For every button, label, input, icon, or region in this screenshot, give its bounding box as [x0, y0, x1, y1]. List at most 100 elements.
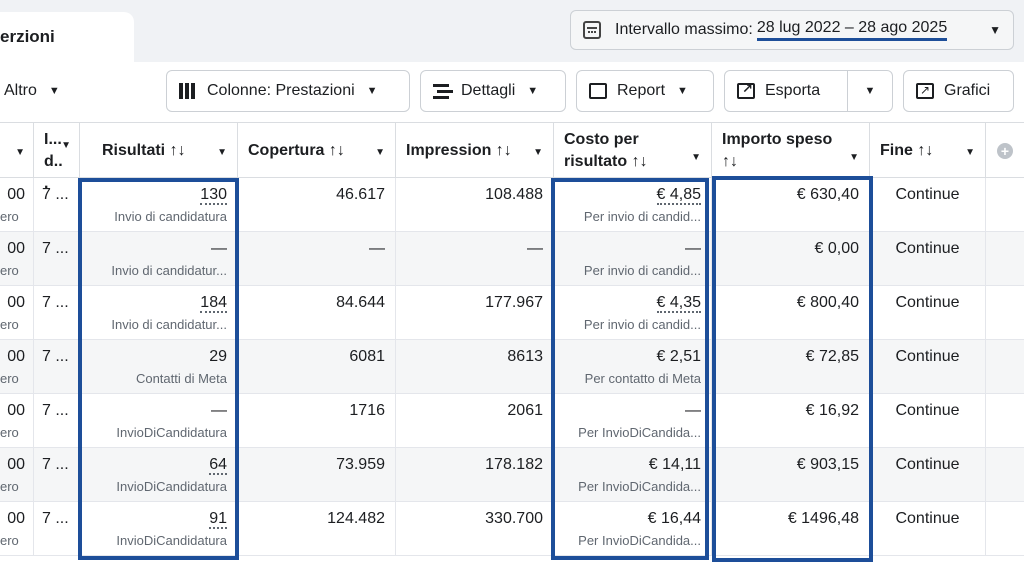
chevron-down-icon: ▼ — [677, 85, 688, 97]
cell-importo-value: € 72,85 — [805, 348, 859, 365]
cell-impression: 178.182 — [396, 448, 554, 502]
cell-c1-value: 7 ... — [42, 240, 69, 257]
cell-importo: € 800,40 — [712, 286, 870, 340]
cell-risultati-value[interactable]: 184 — [200, 294, 227, 313]
cell-impression: 177.967 — [396, 286, 554, 340]
cell-c0: 00 ero — [0, 340, 34, 394]
breakdown-label: Dettagli — [461, 82, 516, 99]
col-header-impression[interactable]: Impression ↑↓ ▼ — [396, 123, 554, 179]
cell-importo-value: € 903,15 — [796, 456, 859, 473]
col-header-importo-label: Importo speso ↑↓ — [722, 131, 833, 170]
cell-risultati-value: — — [211, 240, 227, 257]
cell-costo-value: € 16,44 — [647, 510, 701, 527]
col-header-copertura[interactable]: Copertura ↑↓ ▼ — [238, 123, 396, 179]
cell-risultati-value: — — [211, 402, 227, 419]
chevron-down-icon: ▼ — [533, 147, 543, 158]
col-header-risultati[interactable]: Risultati ↑↓ ▼ — [80, 123, 238, 179]
cell-impression-value: 177.967 — [485, 294, 543, 311]
chevron-down-icon: ▼ — [15, 147, 25, 158]
cell-c0-subtitle: ero — [0, 533, 19, 548]
cell-importo-value: € 0,00 — [814, 240, 859, 257]
cell-c1-value: 7 ... — [42, 456, 69, 473]
chevron-down-icon: ▼ — [989, 23, 1001, 37]
chevron-down-icon: ▼ — [864, 85, 876, 97]
export-label: Esporta — [765, 82, 821, 99]
cell-risultati-value: 29 — [209, 348, 227, 365]
breakdown-icon — [433, 83, 451, 99]
cell-c1: 7 ... — [34, 340, 80, 394]
col-header-fine[interactable]: Fine ↑↓ ▼ — [870, 123, 986, 179]
cell-c0-value: 00 — [7, 186, 25, 203]
cell-c0-subtitle: ero — [0, 209, 19, 224]
cell-fine: Continue — [870, 286, 986, 340]
col-header-impression-label: Impression ↑↓ — [406, 142, 512, 159]
altro-dropdown[interactable]: Altro ▼ — [4, 82, 60, 100]
cell-risultati-value[interactable]: 130 — [200, 186, 227, 205]
cell-c1: 7 ... — [34, 232, 80, 286]
cell-c0-subtitle: ero — [0, 479, 19, 494]
cell-c0: 00 ero — [0, 448, 34, 502]
cell-costo-value[interactable]: € 4,35 — [656, 294, 701, 313]
cell-impression-value: 108.488 — [485, 186, 543, 203]
date-range-picker[interactable]: Intervallo massimo: 28 lug 2022 – 28 ago… — [570, 10, 1014, 50]
cell-risultati-subtitle: Invio di candidatur... — [111, 263, 227, 278]
cell-copertura-value: 1716 — [349, 402, 385, 419]
table-row[interactable]: 00 ero 7 ... 184 Invio di candidatur... 84.64… — [0, 286, 1024, 340]
table-row[interactable]: 00 ero 7 ... — InvioDiCandidatura 1716 2061 — Pe… — [0, 394, 1024, 448]
toolbar: Altro ▼ Colonne: Prestazioni ▼ Dettagli … — [0, 62, 1024, 122]
col-header-1[interactable]: I... d... ▼ — [34, 123, 80, 192]
columns-button[interactable]: Colonne: Prestazioni ▼ — [166, 70, 410, 112]
table-row[interactable]: 00 ero 7 ... 29 Contatti di Meta 6081 8613 € 2,… — [0, 340, 1024, 394]
col-header-0[interactable]: ▼ — [0, 123, 34, 179]
cell-costo-subtitle: Per InvioDiCandida... — [578, 533, 701, 548]
cell-c0-subtitle: ero — [0, 425, 19, 440]
cell-c0-value: 00 — [7, 294, 25, 311]
charts-button[interactable]: Grafici — [903, 70, 1014, 112]
col-header-costo-label: Costo per risultato ↑↓ — [564, 131, 648, 170]
cell-fine-value: Continue — [895, 402, 960, 419]
col-header-importo[interactable]: Importo speso ↑↓ ▼ — [712, 123, 870, 179]
cell-importo: € 72,85 — [712, 340, 870, 394]
cell-importo: € 630,40 — [712, 178, 870, 232]
campaign-tab[interactable]: erzioni — [0, 12, 134, 62]
cell-c1: 7 ... — [34, 286, 80, 340]
col-header-costo[interactable]: Costo per risultato ↑↓ ▼ — [554, 123, 712, 179]
campaign-tab-label: erzioni — [0, 27, 55, 46]
export-icon — [737, 81, 755, 99]
cell-risultati-value[interactable]: 91 — [209, 510, 227, 529]
cell-costo-value: € 14,11 — [648, 456, 701, 473]
cell-c1: 7 ... — [34, 178, 80, 232]
cell-costo-subtitle: Per InvioDiCandida... — [578, 479, 701, 494]
cell-costo-value: — — [685, 240, 701, 257]
cell-impression-value: 8613 — [507, 348, 543, 365]
breakdown-button[interactable]: Dettagli ▼ — [420, 70, 566, 112]
col-header-fine-label: Fine ↑↓ — [880, 142, 934, 159]
columns-label: Colonne: Prestazioni — [207, 82, 355, 99]
cell-costo-value[interactable]: € 4,85 — [656, 186, 701, 205]
cell-costo-value: € 2,51 — [656, 348, 701, 365]
cell-costo: € 14,11 Per InvioDiCandida... — [554, 448, 712, 502]
cell-fine: Continue — [870, 502, 986, 556]
cell-copertura-value: 124.482 — [327, 510, 385, 527]
cell-importo-value: € 630,40 — [796, 186, 859, 203]
report-button[interactable]: Report ▼ — [576, 70, 714, 112]
export-button[interactable]: Esporta — [724, 70, 848, 112]
cell-c1-value: 7 ... — [42, 294, 69, 311]
cell-c1: 7 ... — [34, 448, 80, 502]
table-row[interactable]: 00 ero 7 ... 130 Invio di candidatura 46.617 1… — [0, 178, 1024, 232]
export-menu-button[interactable]: ▼ — [847, 70, 893, 112]
table-row[interactable]: 00 ero 7 ... 91 InvioDiCandidatura 124.482 330… — [0, 502, 1024, 556]
table-row[interactable]: 00 ero 7 ... 64 InvioDiCandidatura 73.959 178.… — [0, 448, 1024, 502]
cell-risultati-value[interactable]: 64 — [209, 456, 227, 475]
table-row[interactable]: 00 ero 7 ... — Invio di candidatur... — — — Per … — [0, 232, 1024, 286]
chevron-down-icon: ▼ — [375, 147, 385, 158]
cell-copertura: 46.617 — [238, 178, 396, 232]
cell-c1: 7 ... — [34, 394, 80, 448]
cell-costo-subtitle: Per invio di candid... — [583, 317, 701, 332]
add-column-icon[interactable]: + — [997, 143, 1013, 159]
calendar-icon — [583, 21, 601, 39]
cell-c0: 00 ero — [0, 286, 34, 340]
cell-risultati: 29 Contatti di Meta — [80, 340, 238, 394]
cell-importo: € 1496,48 — [712, 502, 870, 556]
chevron-down-icon: ▼ — [965, 147, 975, 158]
